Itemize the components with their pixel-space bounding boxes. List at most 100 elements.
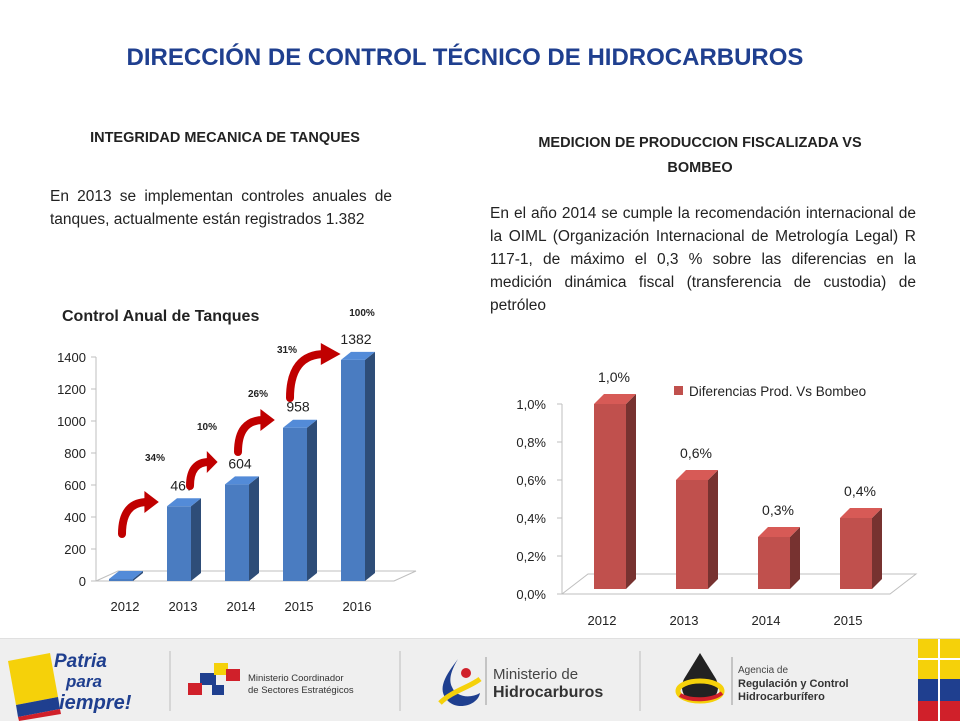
chart2-bar: [676, 470, 718, 589]
chart1-growth-label: 100%: [349, 308, 375, 319]
growth-arrowhead-icon: [320, 343, 341, 365]
chart1-bar: [225, 476, 259, 581]
patria-para-siempre-logo: Patria para siempre!: [8, 651, 132, 721]
chart1-data-label: 1382: [340, 331, 371, 347]
chart1-x-tick-label: 2013: [169, 599, 198, 614]
growth-arrow-icon: [118, 498, 152, 538]
chart2-bar-top: [840, 508, 882, 518]
chart1-bar-top: [341, 351, 375, 360]
logo1-line2: para: [65, 672, 102, 691]
chart2-y-tick-label: 0,2%: [516, 549, 546, 564]
chart1-bar-front: [341, 359, 365, 581]
logo1-line1: Patria: [54, 651, 107, 672]
chart1-y-tick-label: 400: [64, 510, 86, 525]
chart2-bar-top: [676, 470, 718, 480]
growth-arrow-icon: [186, 458, 214, 490]
logo2-line2: de Sectores Estratégicos: [248, 685, 354, 696]
chart1-bar-front: [225, 484, 249, 581]
chart1-y-tick-label: 1000: [57, 414, 86, 429]
chart2-y-tick-label: 0,4%: [516, 511, 546, 526]
chart1-y-tick-label: 200: [64, 542, 86, 557]
chart2-bar-side: [626, 394, 636, 589]
flag-stripes-icon: [918, 639, 960, 721]
chart2-floor: [560, 573, 918, 595]
chart1-bar: [109, 571, 143, 581]
chart2-x-tick-label: 2013: [670, 613, 699, 628]
chart1-growth-label: 26%: [248, 389, 268, 400]
chart2-bar: [758, 527, 800, 589]
logo1-line3: siempre!: [48, 692, 132, 714]
chart1-bar-top: [283, 419, 317, 428]
right-section-heading: MEDICION DE PRODUCCION FISCALIZADA VS BO…: [480, 131, 920, 181]
chart2-y-tick-label: 0,6%: [516, 473, 546, 488]
chart1-bar: [283, 419, 317, 581]
chart1-bar-side: [249, 476, 259, 581]
chart1-x-tick-label: 2015: [285, 599, 314, 614]
chart1-bar-top: [225, 476, 259, 485]
logo4-line1: Agencia de: [738, 665, 788, 676]
chart2-data-label: 0,3%: [762, 502, 794, 518]
right-section-text: En el año 2014 se cumple la recomendació…: [490, 205, 916, 314]
chart2-data-label: 0,6%: [680, 445, 712, 461]
chart1-bar-side: [307, 419, 317, 581]
chart1-bar-top: [167, 498, 201, 507]
chart1-x-tick-label: 2014: [227, 599, 256, 614]
chart2-x-tick-label: 2015: [834, 613, 863, 628]
chart1-data-label: 958: [286, 399, 310, 415]
chart2-bar: [840, 508, 882, 589]
slide-title: DIRECCIÓN DE CONTROL TÉCNICO DE HIDROCAR…: [126, 44, 804, 71]
footer-logos-bar: Patria para siempre! Ministerio Coordina…: [0, 638, 960, 721]
chart1-growth-label: 31%: [277, 345, 297, 356]
chart1-data-label: 604: [228, 455, 252, 471]
growth-arrowhead-icon: [260, 409, 275, 431]
chart1-y-tick-label: 1400: [57, 350, 86, 365]
chart1-bar-side: [191, 498, 201, 581]
chart2-y-tick-label: 0,0%: [516, 587, 546, 602]
logo4-line3: Hidrocarburífero: [738, 691, 825, 703]
left-section-text: En 2013 se implementan controles anuales…: [50, 188, 392, 228]
chart2-x-tick-label: 2012: [588, 613, 617, 628]
chart2-bar-top: [594, 394, 636, 404]
chart2-bar-front: [676, 480, 708, 589]
chart2-bar-side: [708, 470, 718, 589]
chart1-y-tick-label: 0: [79, 574, 86, 589]
chart1-growth-label: 10%: [197, 422, 217, 433]
logo3-line1: Ministerio de: [493, 666, 578, 683]
left-section-heading: INTEGRIDAD MECANICA DE TANQUES: [90, 130, 360, 146]
chart2-bar: [594, 394, 636, 589]
chart1-bar-front: [167, 506, 191, 581]
chart1-bar-top: [109, 571, 143, 579]
chart2-bar-front: [840, 518, 872, 589]
chart1-y-tick-label: 800: [64, 446, 86, 461]
chart2-legend-label: Diferencias Prod. Vs Bombeo: [689, 384, 866, 399]
growth-arrow-icon: [234, 416, 268, 456]
ministerio-hidrocarburos-logo: Ministerio de Hidrocarburos: [438, 657, 603, 707]
chart2-legend-swatch: [674, 386, 683, 395]
footer-logos: Patria para siempre! Ministerio Coordina…: [8, 639, 960, 721]
chart2-bar-front: [594, 404, 626, 589]
logo2-line1: Ministerio Coordinador: [248, 673, 344, 684]
chart1-bar-side: [133, 571, 143, 581]
chart1-x-tick-label: 2012: [111, 599, 140, 614]
chart2-bar-side: [790, 527, 800, 589]
right-heading-line1: MEDICION DE PRODUCCION FISCALIZADA VS: [538, 135, 862, 151]
chart1-bar-front: [283, 427, 307, 581]
chart2-bar-top: [758, 527, 800, 537]
chart1-y-tick-label: 600: [64, 478, 86, 493]
chart2-bar-front: [758, 537, 790, 589]
chart2-bar-side: [872, 508, 882, 589]
chart2-data-label: 1,0%: [598, 369, 630, 385]
chart2-data-label: 0,4%: [844, 483, 876, 499]
chart1-y-tick-label: 1200: [57, 382, 86, 397]
growth-arrowhead-icon: [206, 451, 218, 473]
growth-arrowhead-icon: [144, 491, 159, 513]
chart1-bar-front: [109, 579, 133, 581]
logo4-line2: Regulación y Control: [738, 678, 849, 690]
chart1-growth-label: 34%: [145, 453, 165, 464]
chart2-x-tick-label: 2014: [752, 613, 781, 628]
ministerio-coordinador-logo: Ministerio Coordinador de Sectores Estra…: [188, 663, 354, 696]
growth-arrow-icon: [286, 350, 330, 402]
chart2-y-tick-label: 1,0%: [516, 397, 546, 412]
chart2-y-tick-label: 0,8%: [516, 435, 546, 450]
chart1-bar-side: [365, 351, 375, 581]
